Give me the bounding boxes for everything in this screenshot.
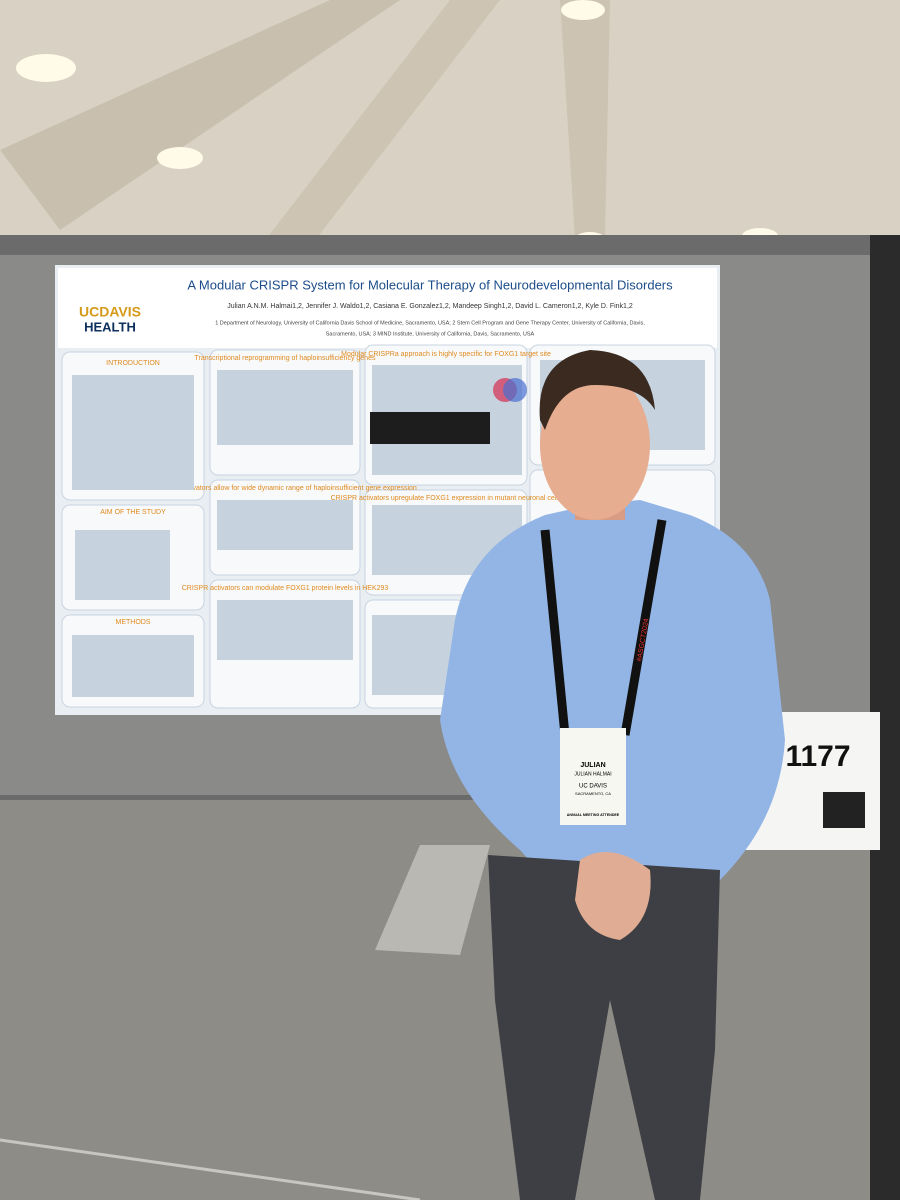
- affiliation: 1 Department of Neurology, University of…: [215, 320, 645, 326]
- badge: [560, 728, 626, 825]
- lanyard: [540, 529, 570, 736]
- hands: [575, 852, 651, 940]
- venn-circle: [503, 378, 527, 402]
- section-heading: Modular CRISPRa approach is highly speci…: [341, 351, 551, 358]
- poster-number: 1177: [785, 740, 850, 773]
- section-heading: INTRODUCTION: [106, 360, 160, 367]
- logo-line2: HEALTH: [84, 319, 136, 334]
- microscopy-image: [370, 412, 490, 444]
- beam: [0, 0, 400, 230]
- section-heading: CRISPR activators upregulate FOXG1 expre…: [331, 495, 562, 502]
- pants: [488, 855, 720, 1200]
- section-heading: AIM OF THE STUDY: [100, 509, 166, 516]
- section-heading: METHODS: [116, 619, 151, 626]
- affiliation: Sacramento, USA; 3 MIND Institute, Unive…: [326, 331, 535, 337]
- poster-authors: Julian A.N.M. Halmai1,2, Jennifer J. Wal…: [227, 303, 633, 310]
- person: #ASGCT2024 JULIAN JULIAN HALMAI UC DAVIS…: [440, 350, 785, 1200]
- beam: [560, 0, 610, 240]
- poster-title: A Modular CRISPR System for Molecular Th…: [187, 277, 673, 292]
- badge-full-name: JULIAN HALMAI: [574, 771, 611, 777]
- badge-city: SACRAMENTO, CA: [575, 791, 611, 796]
- badge-first-name: JULIAN: [580, 762, 605, 769]
- floor-line: [0, 1138, 421, 1200]
- badge-role: ANNUAL MEETING ATTENDEE: [567, 813, 620, 817]
- face: [540, 370, 650, 520]
- logo-line1: UCDAVIS: [79, 304, 141, 320]
- poster-header: [58, 268, 717, 348]
- floor-mat: [375, 845, 490, 955]
- lanyard: [620, 519, 667, 736]
- qr-code: [823, 792, 865, 828]
- hair: [539, 350, 655, 430]
- shirt: [440, 500, 785, 920]
- beam: [250, 0, 500, 260]
- section-heading: CRISPR activators can modulate FOXG1 pro…: [182, 585, 389, 592]
- section-heading: Transcriptional reprogramming of haploin…: [195, 355, 376, 362]
- section-heading: CRISPR activators allow for wide dynamic…: [153, 485, 417, 492]
- badge-org: UC DAVIS: [579, 784, 607, 790]
